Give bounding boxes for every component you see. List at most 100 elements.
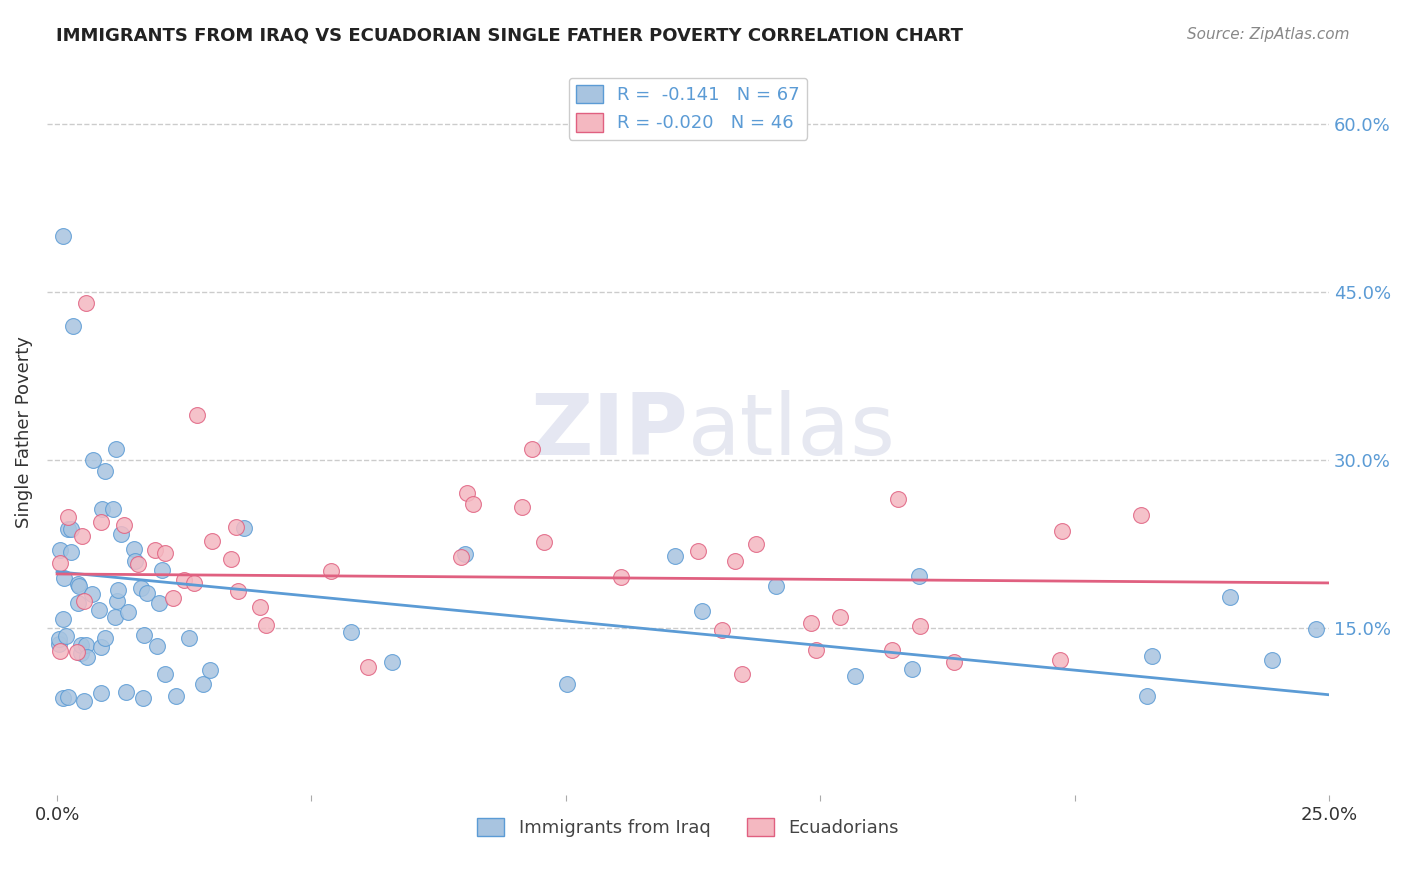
Point [112, 518, 135, 533]
Point [80, 587, 103, 601]
Point [148, 596, 170, 610]
Point [1130, 508, 1153, 522]
Point [69, 646, 91, 660]
Point [90, 640, 112, 654]
Point [193, 677, 215, 691]
Point [450, 549, 472, 564]
Point [173, 573, 195, 587]
Point [724, 554, 747, 568]
Point [710, 623, 733, 637]
Point [908, 569, 931, 583]
Point [105, 594, 128, 608]
Point [454, 548, 477, 562]
Text: Source: ZipAtlas.com: Source: ZipAtlas.com [1187, 27, 1350, 42]
Point [357, 659, 380, 673]
Point [110, 527, 132, 541]
Point [67, 579, 90, 593]
Point [75, 638, 97, 652]
Point [52, 690, 75, 705]
Point [82, 453, 104, 467]
Point [226, 584, 249, 599]
Point [249, 600, 271, 615]
Point [219, 551, 242, 566]
Point [254, 617, 277, 632]
Point [48, 637, 70, 651]
Point [70, 639, 93, 653]
Point [90, 515, 112, 529]
Point [688, 544, 710, 558]
Point [520, 442, 543, 456]
Point [1219, 590, 1241, 604]
Point [183, 575, 205, 590]
Point [66, 645, 89, 659]
Point [340, 625, 363, 640]
Point [94, 464, 117, 478]
Point [56, 690, 79, 705]
Point [150, 563, 173, 577]
Point [830, 609, 852, 624]
Point [59, 522, 82, 536]
Point [692, 604, 714, 618]
Point [52, 229, 75, 244]
Point [844, 669, 866, 683]
Point [75, 296, 97, 310]
Text: atlas: atlas [688, 391, 896, 474]
Y-axis label: Single Father Poverty: Single Father Poverty [15, 336, 32, 528]
Point [132, 691, 155, 706]
Point [153, 546, 176, 560]
Point [117, 606, 139, 620]
Point [1140, 648, 1163, 663]
Point [94, 631, 117, 645]
Point [533, 535, 555, 549]
Point [165, 689, 187, 703]
Point [107, 582, 129, 597]
Point [62, 318, 84, 333]
Point [72, 694, 94, 708]
Point [177, 631, 200, 645]
Point [143, 542, 166, 557]
Point [58, 522, 80, 536]
Point [225, 520, 247, 534]
Point [73, 594, 96, 608]
Point [49, 556, 72, 570]
Legend: Immigrants from Iraq, Ecuadorians: Immigrants from Iraq, Ecuadorians [470, 811, 905, 845]
Point [146, 639, 169, 653]
Point [319, 565, 342, 579]
Point [198, 663, 221, 677]
Point [664, 549, 686, 563]
Point [59, 545, 82, 559]
Point [67, 596, 90, 610]
Point [162, 591, 184, 605]
Point [91, 502, 114, 516]
Point [1049, 653, 1071, 667]
Point [136, 585, 159, 599]
Point [730, 666, 752, 681]
Point [90, 686, 112, 700]
Point [745, 536, 768, 550]
Point [1261, 653, 1284, 667]
Point [186, 408, 208, 422]
Point [381, 655, 404, 669]
Point [765, 578, 787, 592]
Text: ZIP: ZIP [530, 391, 688, 474]
Point [53, 571, 76, 585]
Point [55, 629, 77, 643]
Text: IMMIGRANTS FROM IRAQ VS ECUADORIAN SINGLE FATHER POVERTY CORRELATION CHART: IMMIGRANTS FROM IRAQ VS ECUADORIAN SINGL… [56, 27, 963, 45]
Point [70, 529, 93, 543]
Point [49, 644, 72, 658]
Point [89, 603, 111, 617]
Point [910, 619, 932, 633]
Point [463, 497, 485, 511]
Point [901, 662, 924, 676]
Point [882, 643, 904, 657]
Point [49, 543, 72, 558]
Point [886, 492, 908, 507]
Point [804, 643, 827, 657]
Point [114, 685, 136, 699]
Point [153, 666, 176, 681]
Point [101, 502, 124, 516]
Point [201, 534, 224, 549]
Point [52, 612, 75, 626]
Point [76, 650, 98, 665]
Point [800, 616, 823, 631]
